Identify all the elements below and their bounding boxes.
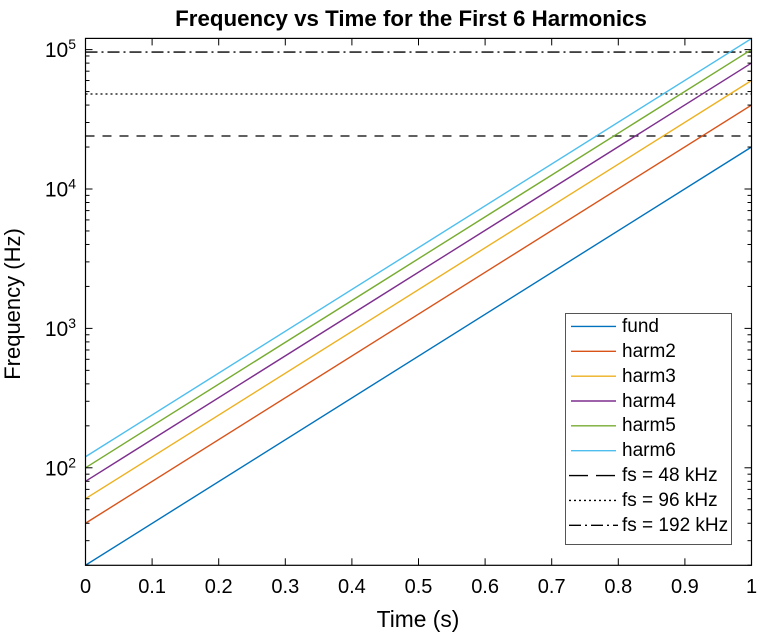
svg-text:0.6: 0.6 bbox=[471, 576, 499, 598]
svg-text:105: 105 bbox=[45, 36, 76, 62]
svg-text:0.7: 0.7 bbox=[538, 576, 566, 598]
svg-text:102: 102 bbox=[45, 454, 76, 480]
svg-text:0.1: 0.1 bbox=[138, 576, 166, 598]
svg-text:0: 0 bbox=[80, 576, 91, 598]
svg-text:1: 1 bbox=[746, 576, 757, 598]
svg-text:0.3: 0.3 bbox=[271, 576, 299, 598]
svg-text:103: 103 bbox=[45, 315, 76, 341]
svg-text:0.2: 0.2 bbox=[205, 576, 233, 598]
svg-text:0.8: 0.8 bbox=[604, 576, 632, 598]
svg-text:0.9: 0.9 bbox=[671, 576, 699, 598]
svg-text:104: 104 bbox=[45, 175, 76, 201]
svg-text:0.5: 0.5 bbox=[405, 576, 433, 598]
svg-text:0.4: 0.4 bbox=[338, 576, 366, 598]
